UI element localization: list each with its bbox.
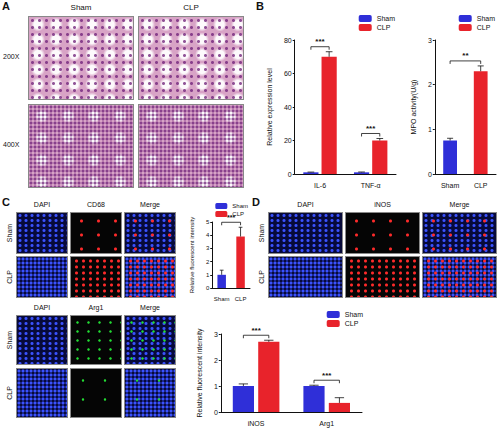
svg-text:Arg1: Arg1 — [319, 420, 334, 428]
html-text:Arg1: Arg1 — [88, 304, 104, 311]
svg-text:MPO activity(U/g): MPO activity(U/g) — [410, 80, 418, 135]
svg-text:3: 3 — [428, 37, 432, 44]
html-text:Merge: Merge — [140, 201, 160, 208]
html-text:iNOS: iNOS — [374, 201, 391, 208]
svg-text:20: 20 — [284, 137, 292, 144]
html-text:Sham: Sham — [5, 223, 13, 243]
html-text:A: A — [2, 0, 10, 12]
svg-text:CLP: CLP — [235, 296, 247, 302]
html-text:CD68: CD68 — [87, 201, 105, 208]
svg-text:TNF-α: TNF-α — [361, 182, 381, 189]
svg-text:CLP: CLP — [477, 24, 491, 31]
svg-text:0: 0 — [214, 409, 218, 416]
html-text:B: B — [256, 0, 264, 12]
svg-text:3: 3 — [214, 331, 218, 338]
svg-text:Sham: Sham — [345, 311, 363, 318]
svg-text:5: 5 — [206, 219, 210, 225]
svg-text:***: *** — [322, 371, 332, 380]
svg-text:2: 2 — [214, 357, 218, 364]
svg-text:60: 60 — [284, 70, 292, 77]
svg-text:***: *** — [315, 37, 325, 46]
svg-text:Sham: Sham — [232, 203, 248, 209]
svg-text:***: *** — [251, 326, 261, 335]
svg-text:iNOS: iNOS — [248, 420, 265, 427]
html-text:CLP: CLP — [5, 386, 13, 400]
html-text:DAPI: DAPI — [33, 201, 51, 208]
svg-text:CLP: CLP — [345, 320, 359, 327]
svg-text:1: 1 — [428, 126, 432, 133]
html-text:Merge: Merge — [140, 304, 160, 311]
svg-text:CLP: CLP — [377, 24, 391, 31]
html-text:Sham: Sham — [70, 3, 92, 12]
svg-text:**: ** — [462, 51, 469, 60]
html-text:CLP: CLP — [183, 3, 199, 12]
svg-text:2: 2 — [206, 259, 210, 265]
html-text:C: C — [2, 196, 10, 208]
html-text:Merge: Merge — [449, 201, 470, 208]
svg-text:0: 0 — [288, 171, 292, 178]
svg-text:***: *** — [227, 214, 235, 221]
svg-text:***: *** — [366, 124, 376, 133]
svg-text:3: 3 — [206, 245, 210, 251]
html-text:CLP: CLP — [257, 270, 265, 284]
html-text:CLP: CLP — [5, 270, 13, 284]
svg-text:1: 1 — [206, 272, 210, 278]
svg-text:Sham: Sham — [477, 15, 495, 22]
svg-text:0: 0 — [206, 285, 210, 291]
svg-text:Sham: Sham — [214, 296, 230, 302]
svg-text:Relative fluorescent intensity: Relative fluorescent intensity — [189, 217, 195, 293]
svg-text:Sham: Sham — [441, 182, 459, 189]
svg-text:Sham: Sham — [377, 15, 395, 22]
svg-text:Relative expression level: Relative expression level — [266, 68, 274, 146]
html-text:Sham: Sham — [5, 330, 13, 350]
html-text:DAPI: DAPI — [33, 304, 51, 311]
html-text:D: D — [252, 196, 260, 208]
svg-text:40: 40 — [284, 104, 292, 111]
svg-text:CLP: CLP — [474, 182, 488, 189]
html-text:Sham: Sham — [257, 223, 265, 243]
svg-text:1: 1 — [214, 383, 218, 390]
svg-text:IL-6: IL-6 — [314, 182, 326, 189]
svg-text:0: 0 — [428, 171, 432, 178]
html-text:DAPI: DAPI — [297, 201, 314, 208]
html-text:200X: 200X — [3, 53, 20, 60]
svg-text:4: 4 — [206, 232, 210, 238]
svg-text:Relative fluorescent intensity: Relative fluorescent intensity — [196, 328, 204, 418]
svg-text:80: 80 — [284, 37, 292, 44]
svg-text:CLP: CLP — [232, 211, 244, 217]
svg-text:2: 2 — [428, 81, 432, 88]
html-text:400X: 400X — [3, 141, 20, 148]
